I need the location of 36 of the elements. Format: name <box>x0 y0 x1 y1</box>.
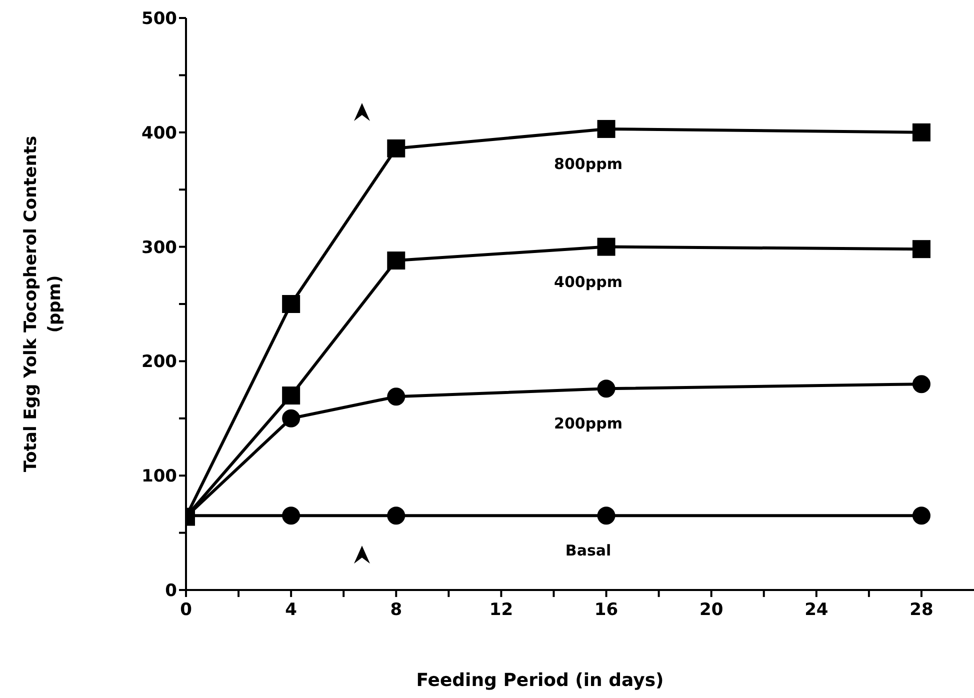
point <box>912 375 930 394</box>
point <box>282 506 300 525</box>
x-tick-label: 12 <box>489 600 514 620</box>
point <box>282 295 300 313</box>
x-tick-label: 8 <box>390 600 402 620</box>
x-tick-label: 0 <box>180 600 192 620</box>
point <box>387 252 406 270</box>
point <box>282 409 300 428</box>
point <box>912 240 930 258</box>
point <box>912 123 930 142</box>
y-tick-label: 100 <box>142 466 178 487</box>
y-axis-title: Total Egg Yolk Tocopherol Contents (ppm) <box>21 136 65 472</box>
y-tick-label: 400 <box>142 123 178 144</box>
point <box>282 386 300 405</box>
point <box>597 380 616 398</box>
x-tick-label: 20 <box>699 600 724 620</box>
point <box>597 238 616 256</box>
point <box>912 506 930 525</box>
series-label: 200ppm <box>554 414 622 433</box>
x-tick-label: 4 <box>285 600 298 620</box>
series-label: 400ppm <box>554 272 622 291</box>
y-tick-label: 200 <box>142 352 178 372</box>
point <box>387 388 406 406</box>
point <box>597 506 616 525</box>
series-label: 800ppm <box>554 154 622 173</box>
x-tick-label: 28 <box>910 600 934 620</box>
y-tick-label: 500 <box>142 9 178 30</box>
y-tick-label: 300 <box>142 238 178 258</box>
point <box>387 139 406 158</box>
point <box>387 506 406 525</box>
x-tick-label: 24 <box>804 600 828 620</box>
series-label: Basal <box>565 542 612 560</box>
y-tick-label: 0 <box>165 581 178 602</box>
x-axis-title: Feeding Period (in days) <box>416 670 664 691</box>
x-tick-label: 16 <box>594 600 618 620</box>
point <box>597 120 616 138</box>
